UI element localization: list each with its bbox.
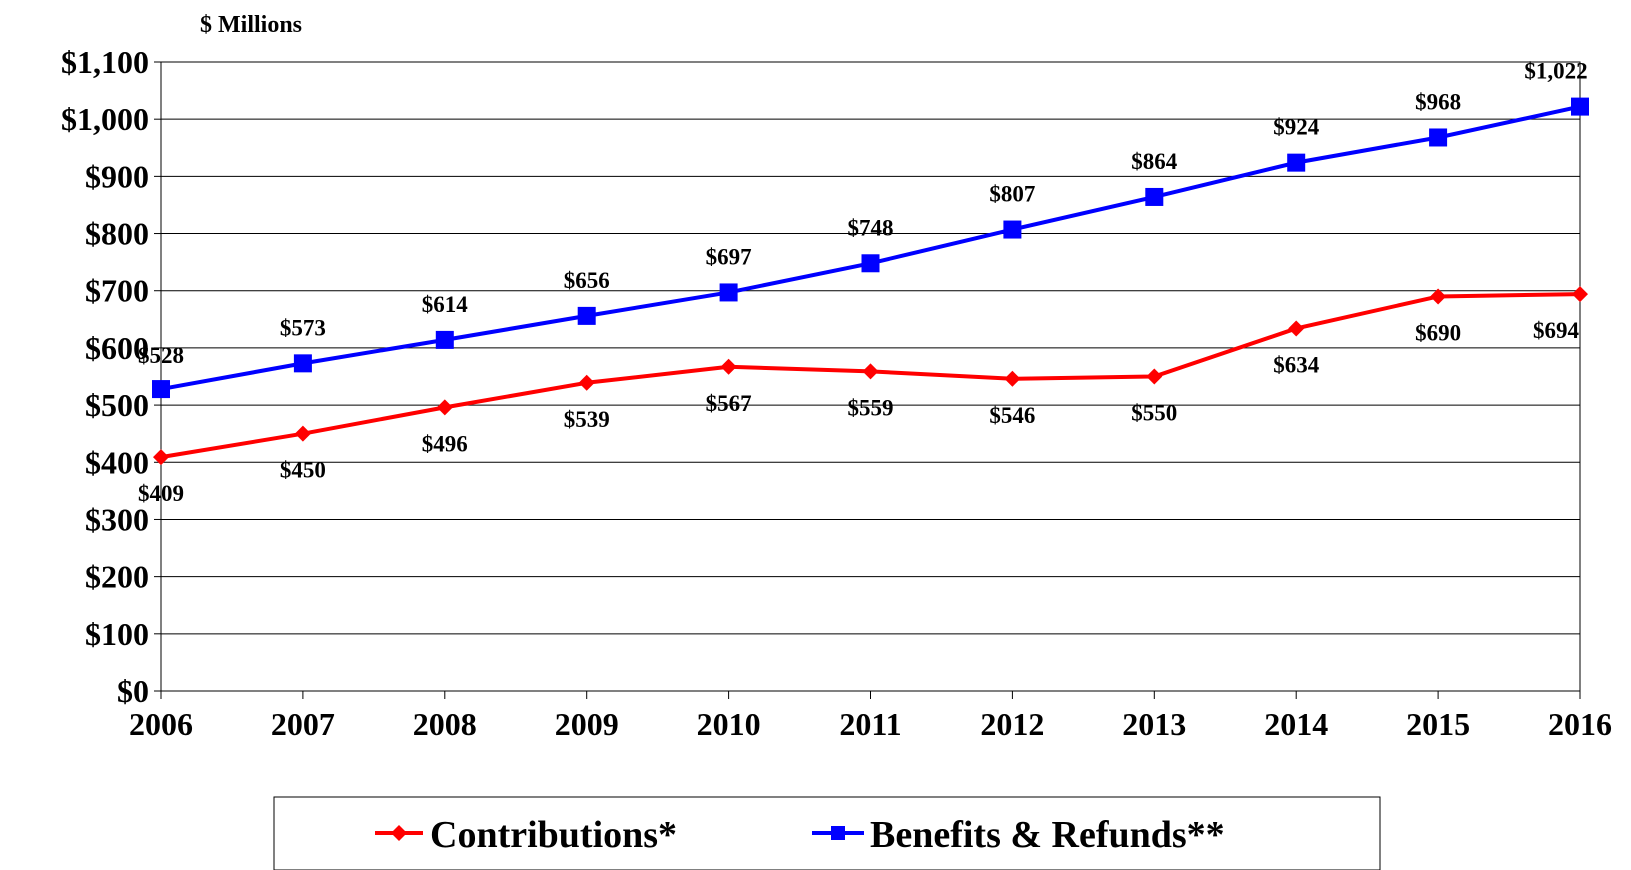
y-tick-label: $600	[85, 330, 149, 366]
data-label: $567	[706, 391, 752, 416]
data-point-contributions	[1430, 288, 1447, 305]
x-tick-label: 2014	[1264, 706, 1328, 742]
y-tick-label: $100	[85, 616, 149, 652]
data-point-benefits-refunds	[1003, 220, 1022, 239]
data-label: $550	[1131, 401, 1177, 426]
x-tick-label: 2013	[1122, 706, 1186, 742]
data-label: $614	[422, 292, 469, 317]
legend-label-benefits: Benefits & Refunds**	[870, 814, 1225, 856]
data-label: $697	[706, 244, 752, 269]
data-label: $656	[564, 268, 610, 293]
y-tick-label: $200	[85, 559, 149, 595]
x-tick-label: 2010	[697, 706, 761, 742]
data-label: $864	[1131, 149, 1178, 174]
y-tick-label: $800	[85, 216, 149, 252]
data-label: $539	[564, 407, 610, 432]
data-point-contributions	[153, 449, 169, 466]
data-label: $409	[138, 481, 184, 506]
data-point-benefits-refunds	[861, 254, 880, 273]
data-point-benefits-refunds	[1429, 128, 1448, 147]
legend-label-contributions: Contributions*	[430, 814, 677, 856]
data-point-contributions	[436, 399, 453, 416]
data-point-contributions	[1572, 286, 1588, 303]
y-tick-label: $500	[85, 387, 149, 423]
x-axis: 2006 2007 2008 2009 2010 2011 2012 2013 2014 2015…	[129, 691, 1612, 742]
data-label: $748	[848, 215, 894, 240]
y-tick-label: $700	[85, 273, 149, 309]
data-label: $559	[848, 395, 894, 420]
x-tick-label: 2016	[1548, 706, 1612, 742]
data-point-contributions	[720, 358, 737, 375]
data-point-contributions	[1004, 370, 1021, 387]
x-tick-label: 2007	[271, 706, 335, 742]
x-tick-label: 2015	[1406, 706, 1470, 742]
x-tick-label: 2011	[839, 706, 901, 742]
data-label: $450	[280, 458, 326, 483]
legend-marker-contributions	[391, 825, 407, 841]
data-point-contributions	[1288, 320, 1305, 337]
x-tick-label: 2009	[555, 706, 619, 742]
legend: Contributions* Benefits & Refunds**	[273, 796, 1381, 870]
y-tick-label: $900	[85, 158, 149, 194]
data-point-contributions	[862, 363, 879, 380]
x-tick-label: 2006	[129, 706, 193, 742]
data-point-benefits-refunds	[152, 380, 170, 399]
data-point-benefits-refunds	[577, 306, 596, 325]
data-point-benefits-refunds	[719, 283, 738, 302]
data-point-contributions	[294, 425, 311, 442]
data-label: $924	[1273, 115, 1320, 140]
y-tick-label: $300	[85, 501, 149, 537]
data-label: $528	[138, 343, 184, 368]
data-point-benefits-refunds	[293, 354, 312, 373]
y-axis: $0 $100 $200 $300 $400 $500 $600 $700 $800 $900 $1…	[61, 44, 161, 709]
series-line-benefits-refunds	[160, 104, 1581, 392]
y-tick-label: $1,100	[61, 44, 149, 80]
y-tick-label: $1,000	[61, 101, 149, 137]
data-label: $694	[1533, 318, 1580, 343]
data-label: $807	[989, 182, 1035, 207]
data-label: $1,022	[1524, 59, 1587, 84]
data-labels: $409 $450 $496 $539 $567 $559 $546 $550 $634 $690…	[138, 59, 1588, 507]
data-label: $690	[1415, 320, 1461, 345]
y-tick-label: $0	[117, 673, 149, 709]
data-point-benefits-refunds	[1145, 187, 1164, 206]
data-label: $496	[422, 431, 468, 456]
data-label: $968	[1415, 89, 1461, 114]
legend-marker-benefits	[831, 826, 845, 840]
x-tick-label: 2012	[980, 706, 1044, 742]
data-label: $634	[1273, 352, 1320, 377]
x-tick-label: 2008	[413, 706, 477, 742]
y-axis-title: $ Millions	[200, 12, 302, 38]
data-label: $546	[989, 403, 1035, 428]
data-point-benefits-refunds	[435, 330, 454, 349]
y-tick-label: $400	[85, 444, 149, 480]
data-point-benefits-refunds	[1287, 153, 1306, 172]
data-point-contributions	[578, 374, 595, 391]
data-label: $573	[280, 315, 326, 340]
data-point-benefits-refunds	[1571, 97, 1589, 116]
series-group	[152, 97, 1589, 466]
data-point-contributions	[1146, 368, 1163, 385]
